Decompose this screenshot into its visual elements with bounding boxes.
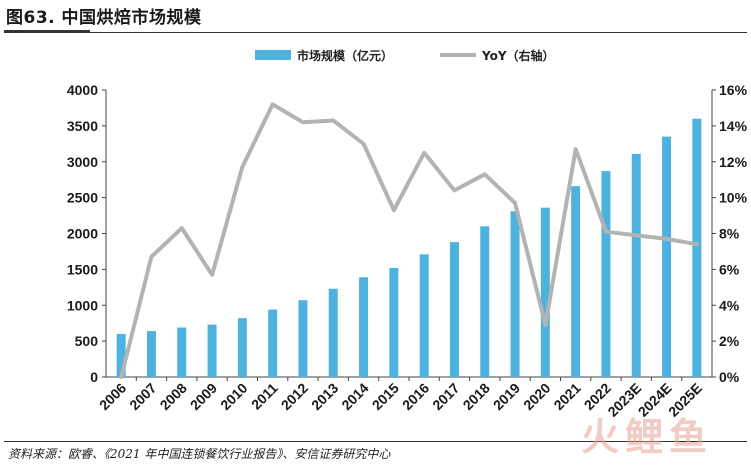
- bar: [419, 254, 429, 377]
- bar: [601, 171, 611, 377]
- x-tick-label: 2007: [126, 380, 159, 413]
- bar: [662, 136, 672, 377]
- right-tick-label: 2%: [719, 333, 740, 349]
- x-tick-label: 2013: [308, 380, 341, 413]
- bar: [480, 226, 490, 377]
- right-tick-label: 4%: [719, 297, 740, 313]
- left-tick-label: 1500: [67, 261, 98, 277]
- x-tick-label: 2016: [399, 380, 432, 413]
- legend-label-bar: 市场规模（亿元）: [297, 48, 393, 63]
- bar: [449, 242, 459, 377]
- x-tick-label: 2019: [490, 380, 523, 413]
- source-divider: [4, 441, 747, 442]
- right-tick-label: 0%: [719, 369, 740, 385]
- bar: [146, 331, 156, 377]
- bar: [207, 324, 217, 377]
- title-underline: [4, 32, 747, 33]
- bar: [298, 300, 308, 377]
- right-tick-label: 12%: [719, 154, 748, 170]
- chart-area: 市场规模（亿元） YoY（右轴） 0 500 1000 1500 2000 2500 3000 3…: [67, 48, 748, 420]
- bar: [631, 153, 641, 377]
- left-tick-label: 3000: [67, 154, 98, 170]
- x-tick-label: 2018: [460, 380, 493, 413]
- legend: 市场规模（亿元） YoY（右轴）: [255, 48, 555, 63]
- left-tick-label: 3500: [67, 118, 98, 134]
- bar: [116, 333, 126, 377]
- bar: [268, 309, 278, 377]
- x-tick-label: 2012: [278, 380, 311, 413]
- watermark-logo: 火鲤鱼: [581, 415, 713, 459]
- bar: [328, 288, 338, 377]
- x-tick-label: 2017: [429, 380, 462, 413]
- right-tick-label: 6%: [719, 261, 740, 277]
- legend-swatch-bar: [255, 50, 291, 60]
- right-tick-label: 10%: [719, 190, 748, 206]
- bar: [237, 318, 247, 377]
- x-tick-label: 2011: [248, 380, 281, 413]
- x-tick-label: 2014: [338, 380, 371, 413]
- figure-title: 图63. 中国烘焙市场规模: [6, 8, 202, 28]
- bar: [510, 211, 520, 377]
- left-tick-label: 1000: [67, 297, 98, 313]
- x-tick-label: 2020: [520, 380, 553, 413]
- x-tick-label: 2006: [96, 380, 129, 413]
- left-tick-label: 2000: [67, 226, 98, 242]
- bar: [359, 277, 369, 377]
- title-underline-accent: [4, 30, 90, 33]
- yoy-line: [119, 102, 699, 379]
- left-tick-label: 0: [90, 369, 98, 385]
- left-tick-label: 500: [75, 333, 99, 349]
- right-tick-label: 8%: [719, 226, 740, 242]
- left-tick-label: 2500: [67, 190, 98, 206]
- bar: [692, 118, 702, 377]
- bar: [177, 327, 187, 377]
- left-tick-label: 4000: [67, 82, 98, 98]
- bar: [389, 267, 399, 377]
- right-tick-label: 16%: [719, 82, 748, 98]
- x-tick-label: 2010: [217, 380, 250, 413]
- bar: [571, 186, 581, 377]
- bar: [540, 207, 550, 377]
- watermark-text: 火鲤鱼: [581, 415, 713, 459]
- x-tick-label: 2008: [157, 380, 190, 413]
- x-tick-label: 2015: [369, 380, 402, 413]
- x-tick-label: 2009: [187, 380, 220, 413]
- source-note: 资料来源：欧睿、《2021 年中国连锁餐饮行业报告》、安信证券研究中心: [8, 447, 391, 461]
- legend-label-line: YoY（右轴）: [481, 48, 555, 63]
- right-tick-label: 14%: [719, 118, 748, 134]
